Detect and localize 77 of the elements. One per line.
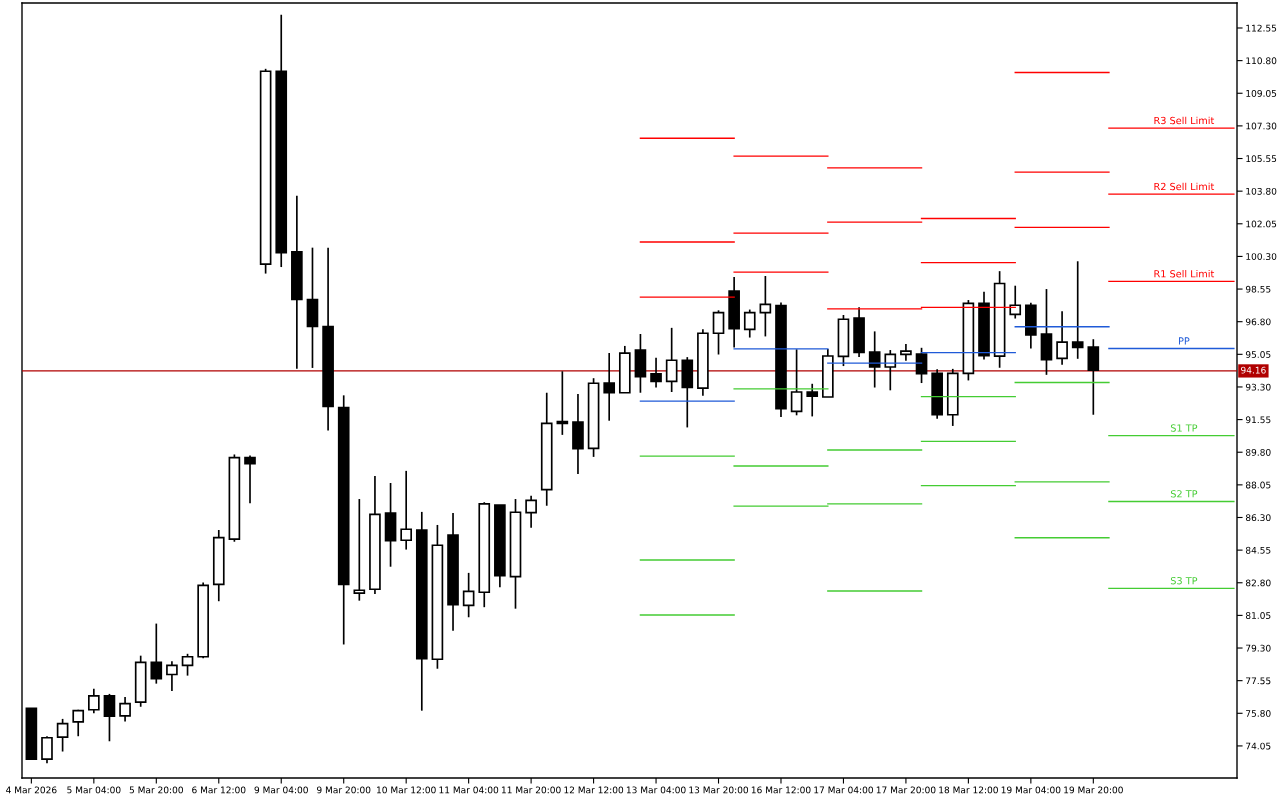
x-tick-label: 5 Mar 04:00 [67,786,121,794]
series-label: S2 TP [1170,490,1198,498]
candlestick [150,622,163,685]
y-tick-label: 81.05 [1245,612,1271,619]
candlestick [1071,260,1084,360]
candlestick [525,494,537,529]
candlestick [790,348,803,417]
candlestick [1087,338,1100,416]
y-tick-label: 110.80 [1246,57,1277,65]
x-tick-label: 11 Mar 04:00 [439,786,499,794]
x-tick-label: 17 Mar 20:00 [876,786,936,794]
y-tick-label: 93.30 [1245,383,1271,391]
x-tick-label: 4 Mar 2026 [6,786,57,794]
y-tick-label: 79.30 [1246,644,1271,652]
ref-line-label: 94.16 [1241,366,1266,374]
candlestick [556,370,569,436]
candlestick [915,346,928,384]
y-tick-label: 109.05 [1246,89,1277,97]
candlestick [72,708,85,738]
candlestick [119,696,131,723]
y-tick-label: 77.55 [1246,677,1271,685]
candlestick [41,735,53,765]
candlestick [56,718,69,753]
candlestick [400,470,413,551]
y-tick-label: 96.80 [1245,318,1271,326]
y-tick-label: 84.55 [1245,546,1271,554]
x-tick-label: 19 Mar 20:00 [1064,786,1123,794]
x-tick-label: 16 Mar 12:00 [751,786,811,794]
x-tick-label: 13 Mar 04:00 [626,786,686,794]
y-tick-label: 102.05 [1246,220,1277,228]
x-tick-label: 12 Mar 12:00 [564,786,624,794]
candlestick [665,327,678,393]
x-tick-label: 19 Mar 04:00 [1001,786,1061,794]
y-tick-label: 86.30 [1245,514,1271,522]
x-tick-label: 5 Mar 20:00 [129,786,183,794]
y-tick-label: 75.80 [1246,710,1271,717]
candlestick [244,454,256,505]
candlestick [806,382,819,418]
y-tick-label: 100.30 [1246,253,1277,260]
candlestick [1009,284,1022,320]
x-tick-label: 17 Mar 04:00 [814,786,873,794]
candlestick [1056,310,1068,366]
candlestick [181,652,194,677]
candlestick [603,352,616,422]
y-tick-label: 74.05 [1246,742,1271,750]
y-tick-label: 107.30 [1246,122,1277,130]
series-label: PP [1178,337,1190,345]
y-tick-label: 89.80 [1245,448,1271,456]
y-tick-label: 88.05 [1245,481,1271,489]
x-tick-label: 6 Mar 12:00 [192,786,246,794]
x-tick-label: 13 Mar 20:00 [689,786,749,794]
candlestick [103,693,116,743]
candlestick [712,309,725,356]
x-tick-label: 9 Mar 04:00 [254,786,308,794]
y-tick-label: 103.80 [1246,187,1277,195]
y-tick-label: 98.55 [1245,285,1271,293]
x-tick-label: 11 Mar 20:00 [501,786,561,794]
y-tick-label: 112.55 [1246,24,1277,32]
candlestick [868,330,881,389]
series-label: S3 TP [1170,577,1198,585]
y-tick-label: 82.80 [1245,579,1271,587]
series-label: R2 Sell Limit [1154,182,1215,191]
series-label: R3 Sell Limit [1154,116,1215,125]
x-tick-label: 10 Mar 12:00 [377,786,436,794]
x-tick-label: 18 Mar 12:00 [939,786,998,794]
candlestick [166,660,178,692]
y-tick-label: 105.55 [1246,155,1277,163]
candlestick [462,572,475,619]
y-tick-label: 95.05 [1245,351,1271,358]
y-tick-label: 91.55 [1245,416,1271,424]
candlestick [88,688,100,715]
series-label: R1 Sell Limit [1154,269,1215,278]
candlestick [353,498,366,602]
candlestick [743,308,756,339]
series-label: S1 TP [1170,424,1198,432]
candlestick [650,357,662,389]
x-tick-label: 9 Mar 20:00 [317,786,371,794]
